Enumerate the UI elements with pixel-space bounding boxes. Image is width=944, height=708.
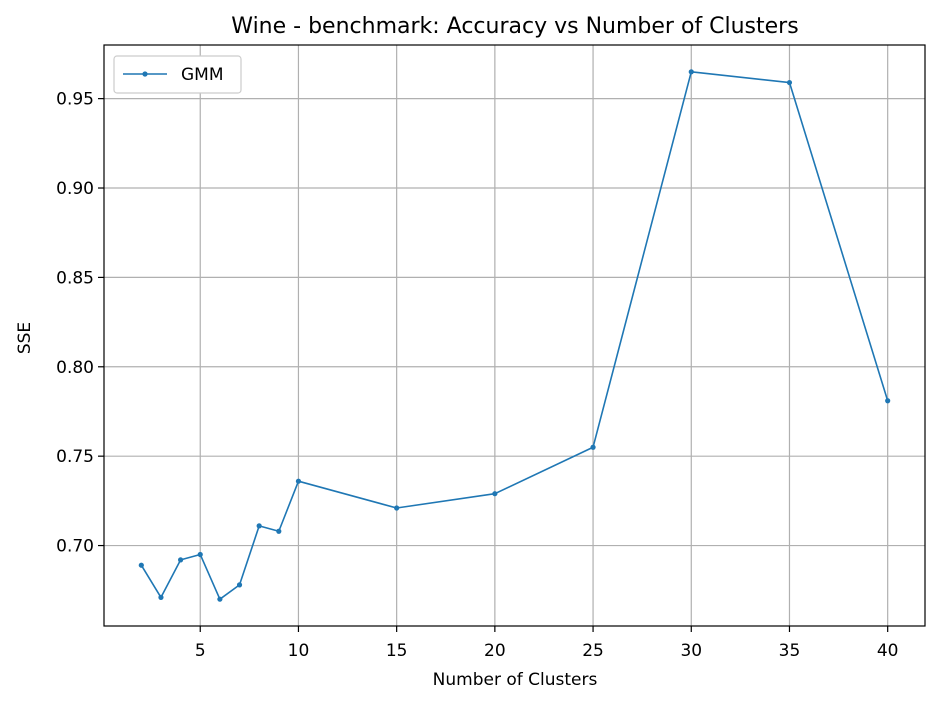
data-point bbox=[138, 562, 144, 568]
data-point bbox=[590, 444, 596, 450]
x-tick-label: 20 bbox=[484, 641, 506, 661]
data-point bbox=[394, 505, 400, 511]
series-layer bbox=[138, 69, 891, 602]
y-tick-label: 0.70 bbox=[56, 537, 94, 557]
data-point bbox=[158, 594, 164, 600]
x-axis-ticks: 5 10 15 20 25 30 35 40 bbox=[195, 626, 899, 661]
data-point bbox=[178, 557, 184, 563]
y-tick-label: 0.90 bbox=[56, 179, 94, 199]
x-tick-label: 30 bbox=[680, 641, 702, 661]
data-point bbox=[217, 596, 223, 602]
legend-swatch-marker bbox=[142, 71, 148, 77]
data-point bbox=[492, 491, 498, 497]
y-tick-label: 0.85 bbox=[56, 268, 94, 288]
legend-box bbox=[113, 55, 242, 94]
data-point bbox=[276, 528, 282, 534]
x-tick-label: 5 bbox=[195, 641, 206, 661]
data-point bbox=[295, 478, 302, 484]
grid bbox=[104, 45, 925, 626]
x-axis-label: Number of Clusters bbox=[433, 670, 598, 690]
x-tick-label: 40 bbox=[877, 641, 899, 661]
data-point bbox=[688, 69, 694, 75]
legend: GMM bbox=[113, 55, 242, 94]
y-tick-label: 0.75 bbox=[56, 447, 94, 467]
data-point bbox=[236, 582, 243, 588]
x-tick-label: 35 bbox=[779, 641, 801, 661]
plot-area-frame bbox=[103, 44, 926, 627]
y-tick-label: 0.80 bbox=[56, 358, 94, 378]
chart-title: Wine - benchmark: Accuracy vs Number of … bbox=[231, 14, 798, 39]
x-tick-label: 15 bbox=[386, 641, 408, 661]
y-tick-label: 0.95 bbox=[56, 90, 94, 110]
data-point bbox=[786, 79, 793, 86]
data-point bbox=[197, 551, 203, 558]
y-axis-label: SSE bbox=[15, 322, 35, 354]
legend-label: GMM bbox=[181, 65, 224, 85]
data-point bbox=[885, 398, 891, 404]
y-axis-ticks: 0.70 0.75 0.80 0.85 0.90 0.95 bbox=[56, 90, 104, 557]
x-tick-label: 10 bbox=[288, 641, 310, 661]
data-point bbox=[256, 523, 262, 529]
x-tick-label: 25 bbox=[582, 641, 604, 661]
series-line-gmm bbox=[140, 71, 889, 600]
